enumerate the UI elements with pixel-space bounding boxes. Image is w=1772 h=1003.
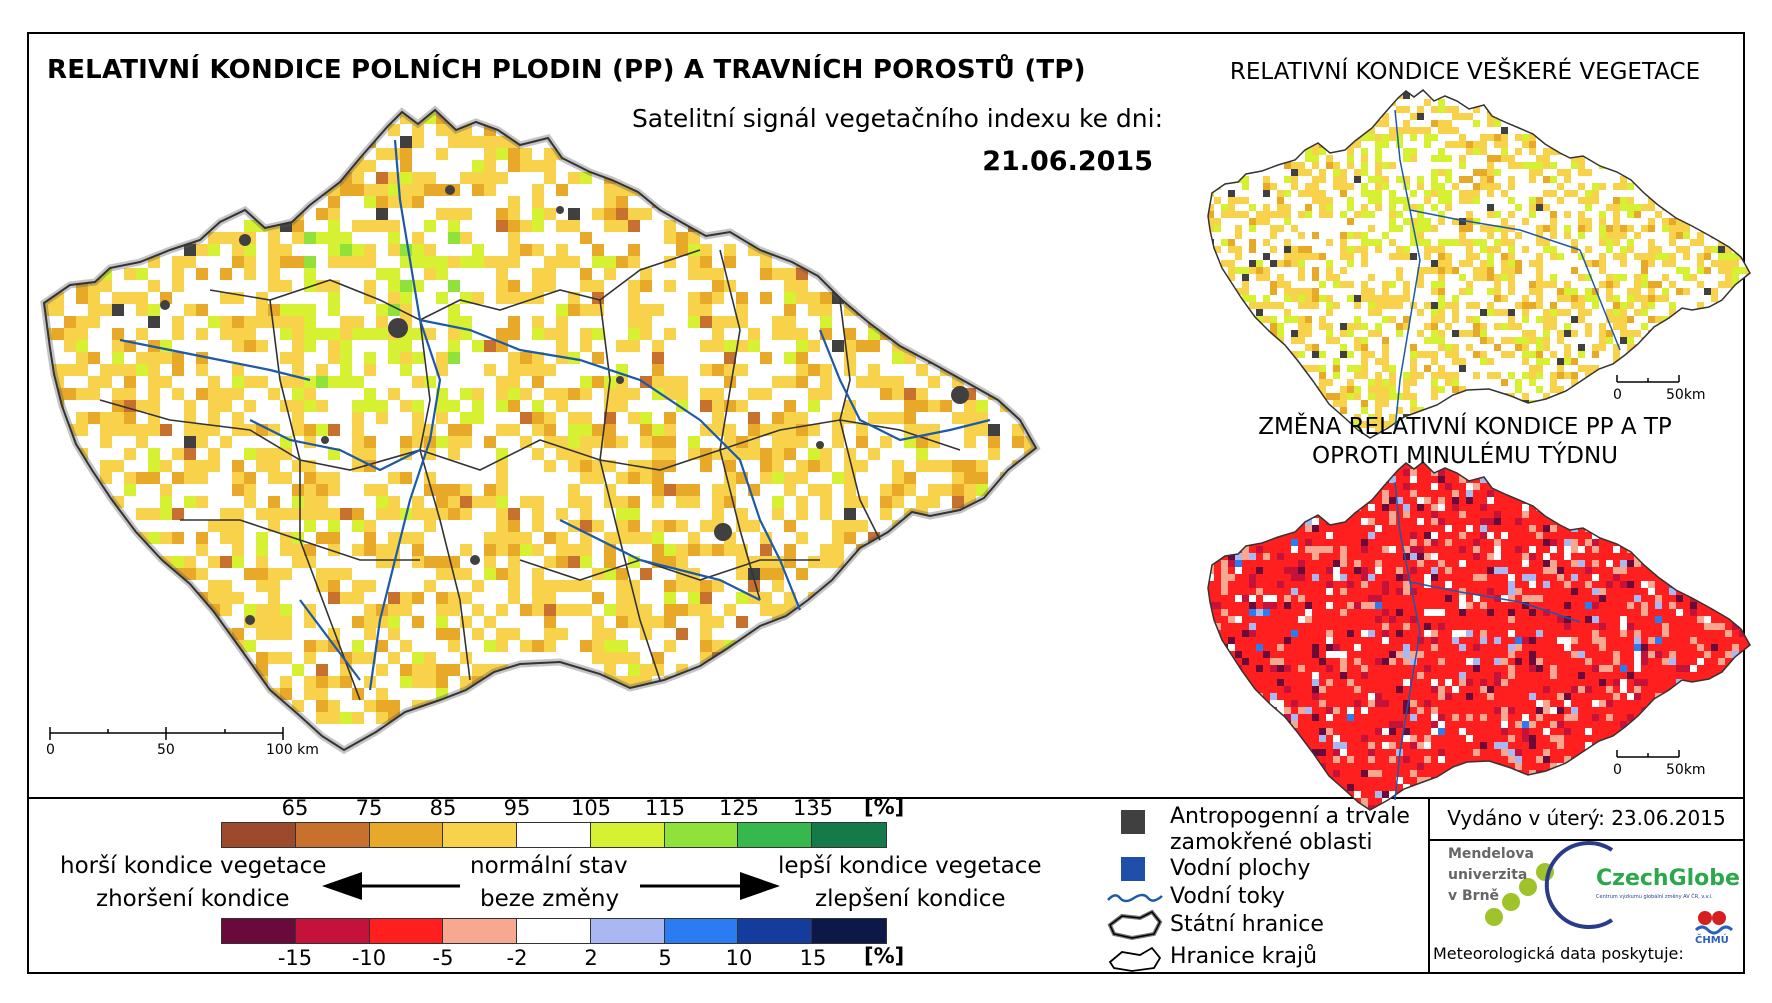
normal-label-2: beze změny — [480, 886, 620, 912]
change-tick-label: -15 — [277, 946, 313, 970]
better-label-2: zlepšení kondice — [815, 886, 1006, 912]
condition-color-scale — [221, 822, 887, 848]
region-borders — [99, 249, 961, 701]
issued-date: Vydáno v úterý: 23.06.2015 — [1447, 806, 1726, 830]
main-title: RELATIVNÍ KONDICE POLNÍCH PLODIN (PP) A … — [47, 55, 1086, 85]
czechglobe-sub: Centrum výzkumu globální změny AV ČR, v.… — [1596, 894, 1713, 900]
change-swatch — [812, 919, 886, 943]
change-tick-label: -10 — [351, 946, 387, 970]
condition-unit: [%] — [864, 795, 905, 819]
condition-tick-label: 115 — [644, 796, 686, 820]
czechglobe-logo: CzechGlobe — [1596, 866, 1740, 891]
condition-swatch — [222, 823, 296, 847]
condition-swatch — [738, 823, 813, 847]
subtitle: Satelitní signál vegetačního indexu ke d… — [631, 104, 1163, 133]
condition-swatch — [369, 823, 444, 847]
normal-label-1: normální stav — [470, 853, 628, 879]
condition-swatch — [295, 823, 370, 847]
anthropogenic-label: Antropogenní a trvale zamokřené oblasti — [1170, 804, 1410, 856]
anthropogenic-swatch — [1121, 810, 1145, 834]
region-border-symbol — [1108, 946, 1162, 972]
river-symbol — [1107, 893, 1163, 903]
region-border-label: Hranice krajů — [1170, 944, 1318, 969]
rivers-main — [119, 139, 991, 691]
cities-main — [160, 185, 969, 625]
change-swatch — [590, 919, 665, 943]
change-title-line2: OPROTI MINULÉMU TÝDNU — [1311, 443, 1619, 469]
water-swatch — [1121, 857, 1145, 881]
scalebar-main — [49, 727, 284, 740]
mendel-line-3: v Brně — [1448, 888, 1500, 904]
mendel-line-2: univerzita — [1448, 867, 1528, 883]
mendel-line-1: Mendelova — [1448, 846, 1534, 862]
water-bodies-label: Vodní plochy — [1170, 856, 1311, 881]
change-title: ZMĚNA RELATIVNÍ KONDICE PP A TP OPROTI M… — [1185, 413, 1745, 471]
rivers-label: Vodní toky — [1170, 884, 1285, 909]
index-date: 21.06.2015 — [982, 146, 1153, 177]
change-swatch — [222, 919, 296, 943]
anthropogenic-label-1: Antropogenní a trvale — [1170, 804, 1410, 829]
condition-tick-label: 65 — [281, 796, 309, 820]
change-tick-label: 10 — [725, 946, 753, 970]
czechglobe-logo-arc — [1544, 841, 1614, 929]
condition-tick-label: 105 — [570, 796, 612, 820]
condition-tick-label: 95 — [503, 796, 531, 820]
anthropogenic-label-2: zamokřené oblasti — [1170, 830, 1373, 855]
change-color-scale — [221, 918, 887, 944]
condition-tick-label: 85 — [429, 796, 457, 820]
condition-tick-label: 125 — [718, 796, 760, 820]
scale-top-0: 0 — [1613, 387, 1622, 403]
condition-tick-label: 135 — [792, 796, 834, 820]
meteo-credit: Meteorologická data poskytuje: — [1433, 944, 1684, 963]
change-title-line1: ZMĚNA RELATIVNÍ KONDICE PP A TP — [1258, 414, 1672, 440]
change-tick-label: 15 — [799, 946, 827, 970]
change-swatch — [369, 919, 444, 943]
all-vegetation-title: RELATIVNÍ KONDICE VEŠKERÉ VEGETACE — [1229, 59, 1701, 85]
mendel-logo-text: Mendelova univerzita v Brně — [1448, 844, 1534, 907]
worse-label-2: zhoršení kondice — [96, 886, 290, 912]
change-swatch — [295, 919, 370, 943]
scale-top-50: 50km — [1666, 387, 1706, 403]
change-tick-label: -2 — [506, 946, 528, 970]
condition-swatch — [812, 823, 886, 847]
better-label-1: lepší kondice vegetace — [778, 853, 1042, 879]
scale-main-50: 50 — [157, 742, 175, 758]
change-swatch — [517, 919, 591, 943]
scale-bot-0: 0 — [1613, 762, 1622, 778]
scale-bot-50: 50km — [1666, 762, 1706, 778]
change-unit: [%] — [864, 944, 905, 968]
issued-box — [1428, 797, 1745, 841]
worse-label-1: horší kondice vegetace — [60, 853, 327, 879]
scale-main-100: 100 km — [266, 742, 319, 758]
condition-swatch — [664, 823, 739, 847]
condition-swatch — [443, 823, 518, 847]
scalebar-small-top — [1616, 375, 1680, 383]
main-map — [44, 110, 1036, 724]
change-swatch — [738, 919, 813, 943]
change-tick-label: 5 — [658, 946, 672, 970]
legend-divider — [27, 797, 1745, 799]
condition-swatch — [517, 823, 591, 847]
change-swatch — [443, 919, 518, 943]
legend-arrows — [322, 872, 780, 900]
scale-main-0: 0 — [46, 742, 55, 758]
chmu-logo — [1694, 911, 1734, 935]
condition-swatch — [590, 823, 665, 847]
state-border-label: Státní hranice — [1170, 912, 1324, 937]
chmu-logo-text: ČHMÚ — [1695, 935, 1729, 946]
change-tick-label: 2 — [584, 946, 598, 970]
scalebar-small-bottom — [1616, 750, 1680, 758]
change-swatch — [664, 919, 739, 943]
change-tick-label: -5 — [432, 946, 454, 970]
condition-tick-label: 75 — [355, 796, 383, 820]
